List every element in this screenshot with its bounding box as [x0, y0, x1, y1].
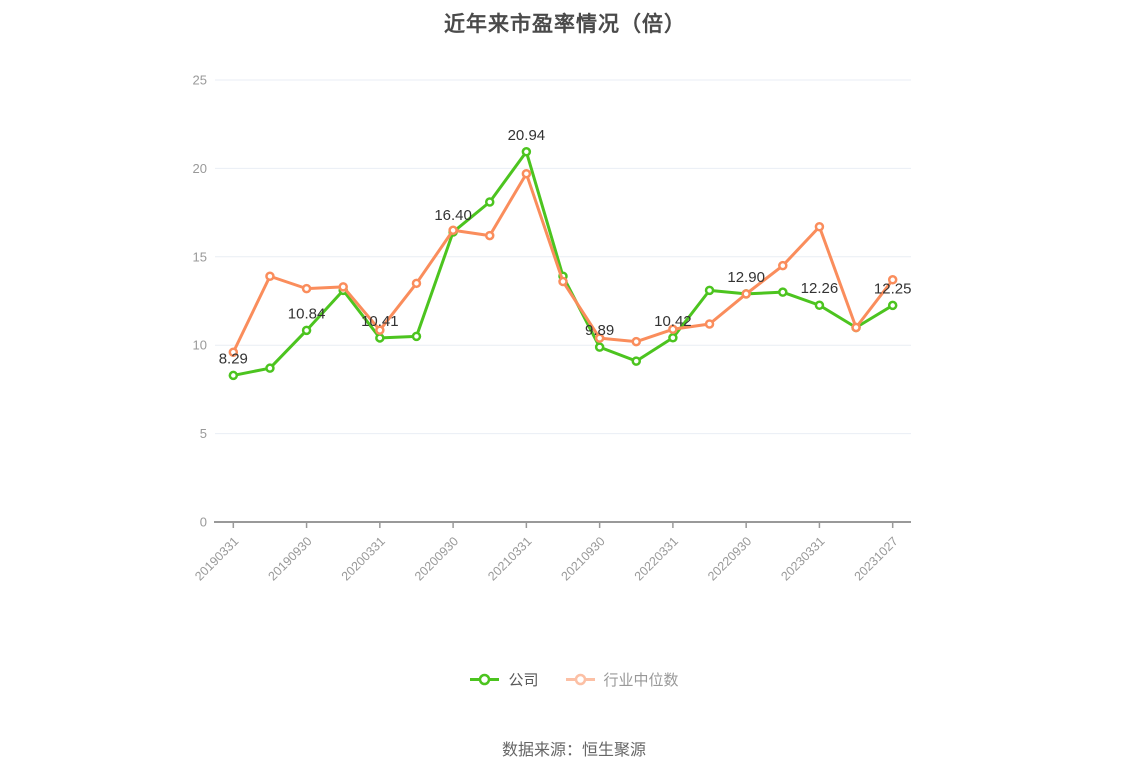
- y-axis-label: 25: [193, 73, 207, 88]
- series-industry-median-line: [231, 172, 895, 354]
- industry-median-data-point[interactable]: [851, 322, 861, 333]
- industry-median-data-point[interactable]: [521, 168, 532, 179]
- industry-median-data-point[interactable]: [484, 230, 495, 241]
- industry-median-data-point[interactable]: [631, 336, 642, 347]
- industry-median-data-point[interactable]: [704, 319, 715, 329]
- company-data-point[interactable]: [668, 333, 678, 343]
- y-axis-label: 20: [193, 161, 207, 176]
- x-axis-label: 20231027: [852, 534, 901, 583]
- y-axis-label: 10: [193, 338, 207, 353]
- legend-label-industry-median: 行业中位数: [603, 672, 679, 689]
- company-data-label: 16.40: [434, 207, 472, 224]
- x-axis-label: 20210930: [559, 534, 608, 583]
- company-data-point[interactable]: [521, 147, 532, 157]
- x-axis-label: 20220331: [632, 534, 681, 583]
- industry-median-data-point[interactable]: [375, 325, 385, 335]
- company-data-point[interactable]: [594, 342, 605, 352]
- company-data-point[interactable]: [411, 331, 422, 342]
- company-data-label: 9.89: [585, 322, 614, 339]
- y-axis-label: 5: [200, 426, 207, 441]
- industry-median-data-point[interactable]: [411, 278, 422, 289]
- industry-median-data-point[interactable]: [668, 324, 678, 335]
- company-data-point[interactable]: [375, 333, 385, 343]
- company-data-label: 12.90: [727, 269, 765, 286]
- industry-median-data-point[interactable]: [814, 221, 825, 232]
- x-axis-label: 20230331: [778, 534, 827, 583]
- legend-item-company[interactable]: 公司: [469, 669, 539, 690]
- industry-median-data-point[interactable]: [338, 282, 348, 292]
- series-company-line: [231, 150, 895, 377]
- data-source-note: 数据来源：恒生聚源: [501, 742, 646, 759]
- industry-median-data-point[interactable]: [265, 271, 275, 281]
- company-data-point[interactable]: [228, 370, 239, 381]
- company-data-label: 12.26: [801, 280, 839, 297]
- company-data-point[interactable]: [778, 287, 788, 297]
- company-data-label: 10.84: [288, 305, 326, 322]
- industry-median-data-point[interactable]: [448, 225, 458, 236]
- industry-median-data-point[interactable]: [741, 289, 751, 299]
- industry-median-line-marker-icon: [565, 673, 595, 686]
- industry-median-data-point[interactable]: [887, 275, 898, 285]
- company-data-label: 8.29: [219, 350, 248, 367]
- company-data-point[interactable]: [704, 285, 715, 296]
- legend-item-industry-median[interactable]: 行业中位数: [565, 669, 679, 690]
- x-axis-label: 20200930: [412, 534, 461, 583]
- company-data-point[interactable]: [484, 197, 495, 207]
- company-data-label: 10.42: [654, 313, 692, 330]
- pe-ratio-line-chart: 0 5 10 15 20 25 20190331 20190930 20200331 202009…: [192, 73, 912, 584]
- company-data-point[interactable]: [887, 300, 898, 311]
- legend-label-company: 公司: [508, 672, 539, 689]
- company-data-label: 10.41: [361, 313, 399, 330]
- x-axis-label: 20220930: [705, 534, 754, 583]
- industry-median-data-point[interactable]: [558, 276, 568, 287]
- company-data-point[interactable]: [814, 300, 825, 310]
- legend: 公司 行业中位数: [0, 669, 1148, 690]
- company-line-marker-icon: [470, 673, 500, 686]
- industry-median-data-point[interactable]: [301, 283, 312, 294]
- industry-median-data-point[interactable]: [228, 347, 239, 358]
- industry-median-data-point[interactable]: [778, 260, 788, 271]
- x-axis-label: 20190930: [265, 534, 314, 583]
- company-data-point[interactable]: [265, 363, 275, 373]
- company-data-label: 20.94: [508, 127, 546, 144]
- x-axis-label: 20190331: [192, 534, 241, 583]
- x-axis-label: 20200331: [339, 534, 388, 583]
- chart-title: 近年来市盈率情况（倍）: [444, 13, 686, 36]
- y-axis-label: 15: [193, 249, 207, 264]
- company-data-point[interactable]: [631, 356, 642, 366]
- y-axis-label: 0: [200, 515, 207, 530]
- company-data-label: 12.25: [874, 280, 912, 297]
- company-data-point[interactable]: [301, 325, 312, 336]
- x-axis-label: 20210331: [485, 534, 534, 583]
- industry-median-data-point[interactable]: [594, 333, 605, 343]
